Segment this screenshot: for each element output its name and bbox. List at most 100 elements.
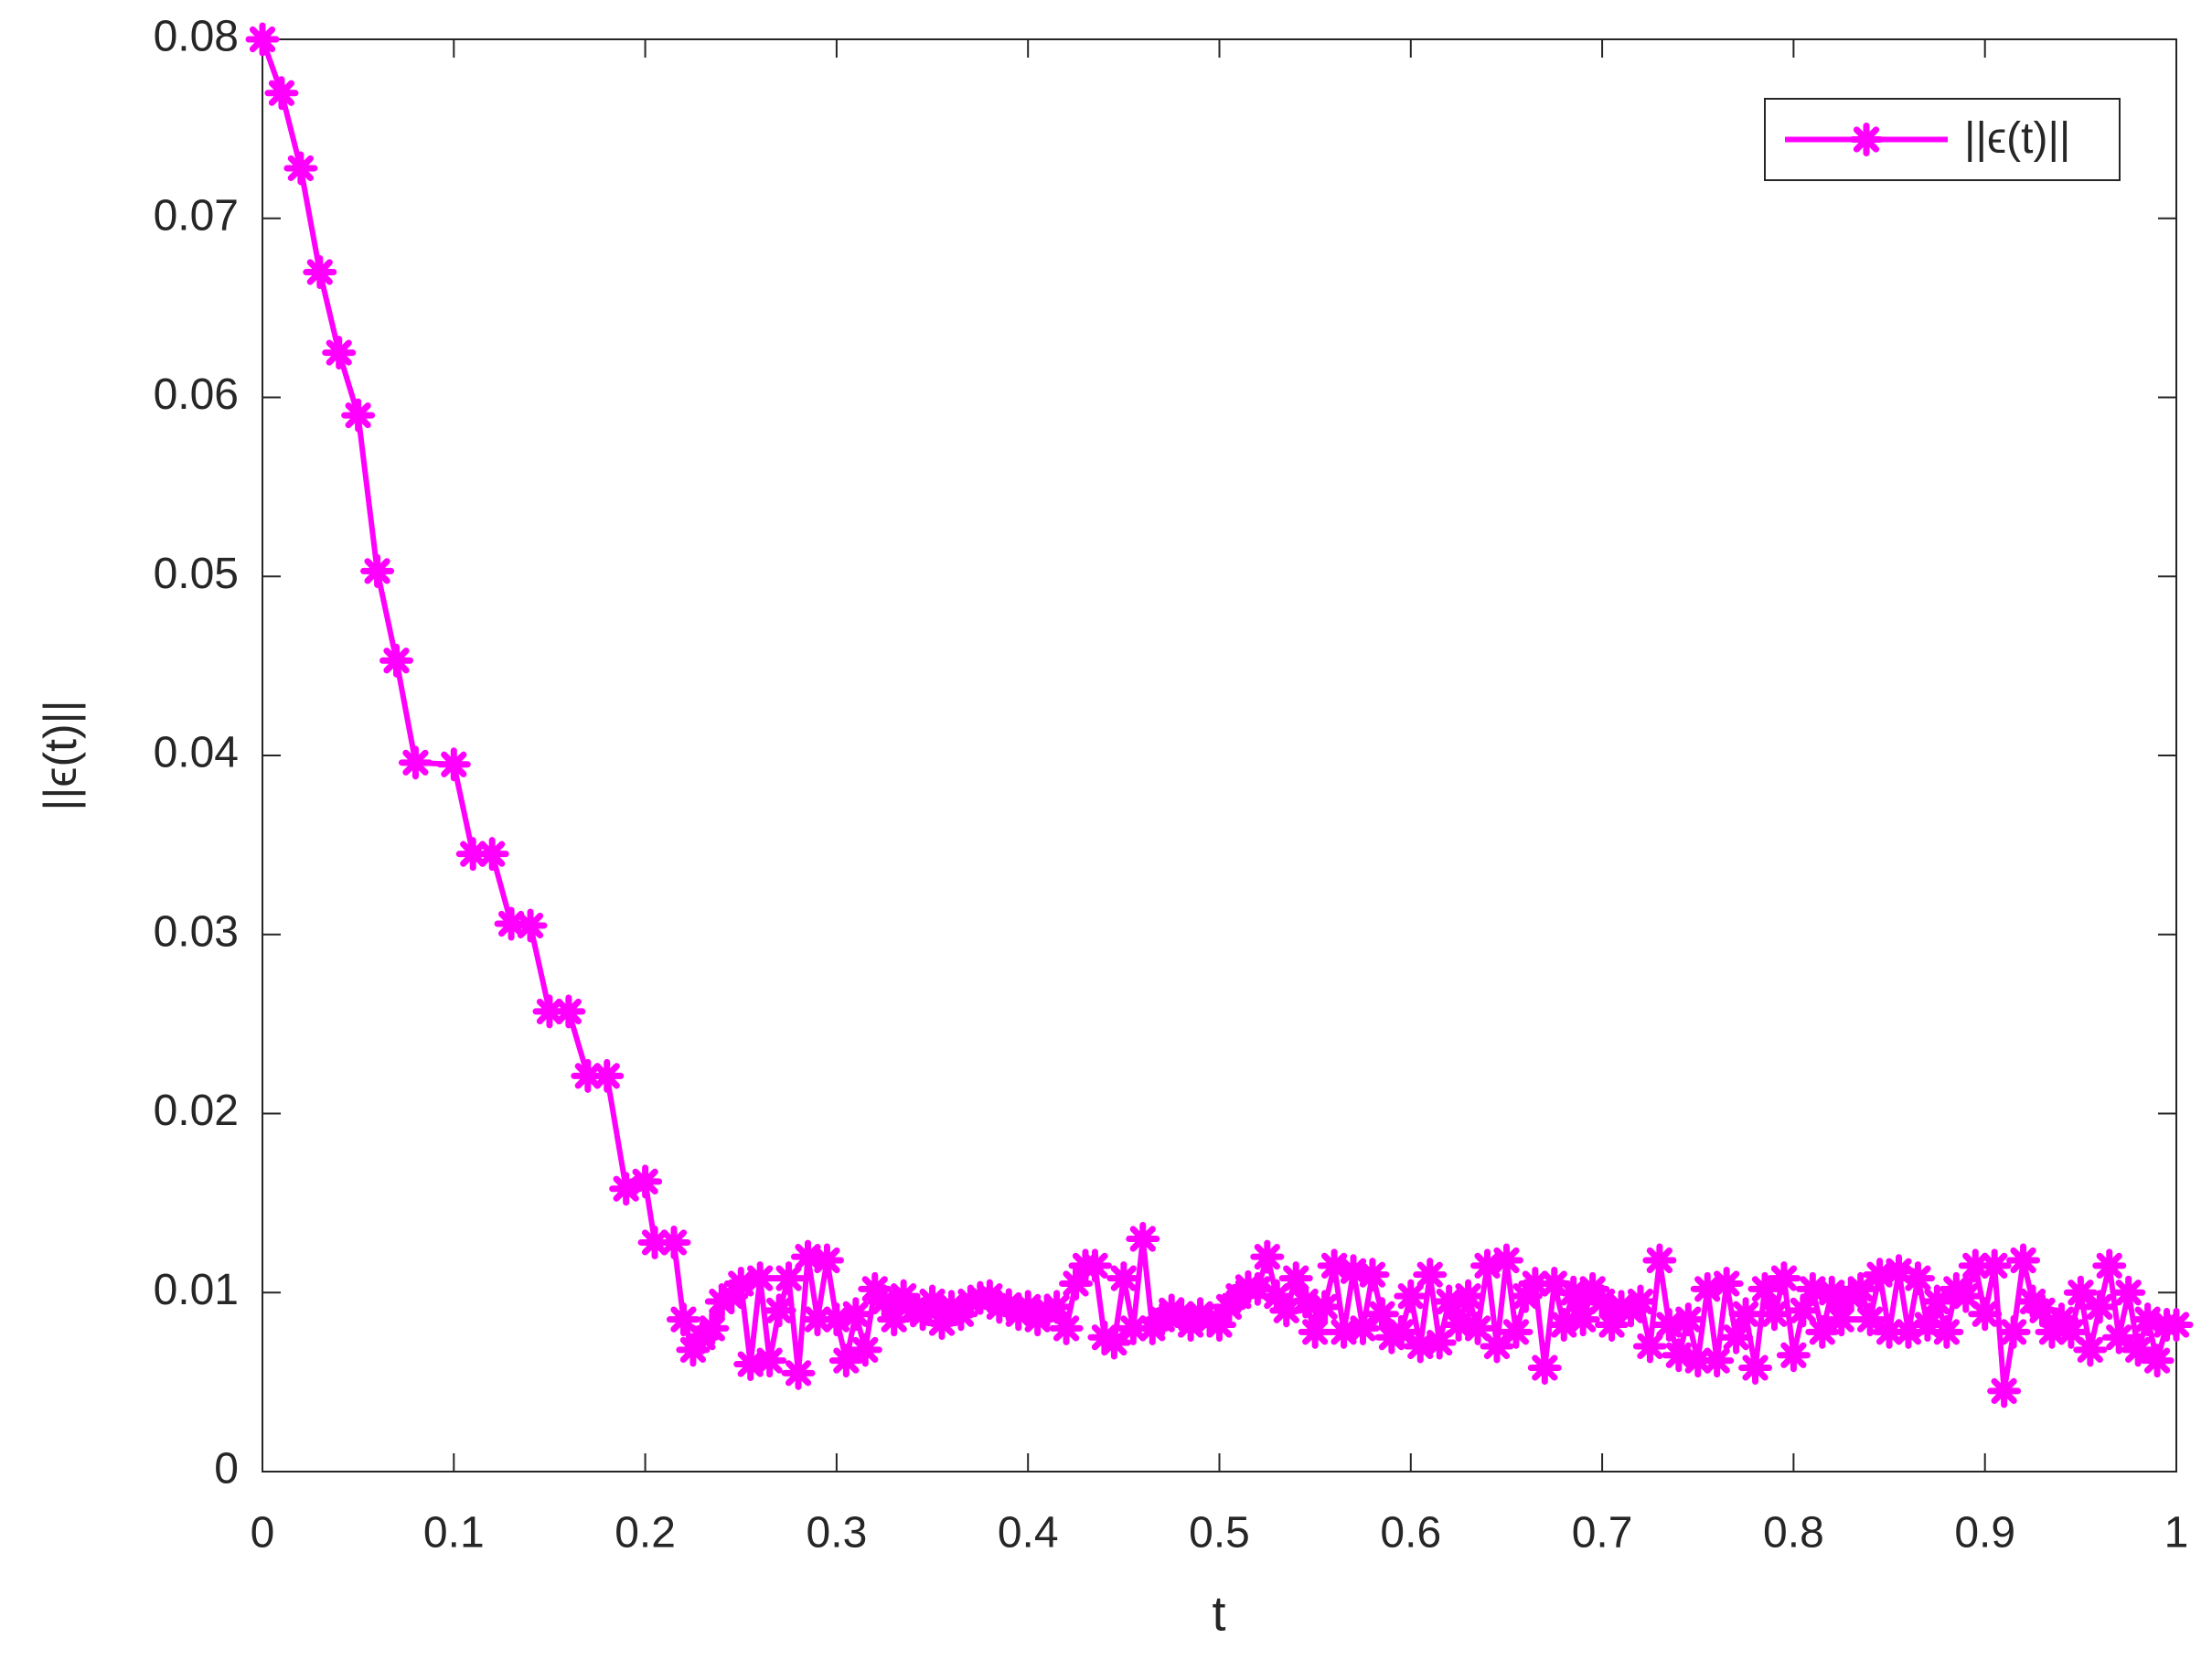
x-axis-label: t [1212,1586,1225,1641]
data-marker [475,837,509,872]
data-marker [1700,1344,1735,1378]
data-marker [915,1284,950,1319]
data-marker [2063,1275,2098,1310]
data-marker [1795,1271,1830,1306]
data-marker [1853,1302,1887,1337]
data-marker [322,336,357,370]
data-marker [1489,1243,1523,1278]
data-marker [2159,1307,2194,1342]
data-marker [1250,1239,1285,1274]
data-marker [1882,1254,1917,1289]
data-marker [1106,1261,1141,1296]
data-marker [800,1302,835,1337]
data-marker [1728,1297,1763,1332]
data-marker [609,1172,644,1206]
data-marker [1757,1297,1791,1332]
data-marker [839,1297,873,1332]
data-marker [877,1302,912,1337]
data-marker [571,1058,605,1093]
data-marker [264,76,299,111]
data-marker [1480,1329,1514,1364]
x-tick-label: 1 [2164,1509,2189,1558]
data-marker [848,1333,882,1367]
data-marker [1394,1279,1428,1313]
data-marker [455,837,490,872]
data-marker [828,1344,863,1378]
x-tick-label: 0.8 [1763,1509,1824,1558]
x-tick-label: 0.2 [614,1509,676,1558]
data-marker [303,254,337,289]
data-marker [1556,1275,1591,1310]
data-marker [1863,1258,1897,1292]
data-marker [924,1306,959,1341]
y-tick-label: 0.04 [154,729,239,777]
data-marker [379,643,414,678]
data-marker [1269,1293,1304,1328]
data-marker [1987,1374,2022,1408]
data-marker [551,994,586,1029]
data-marker [1949,1279,1983,1313]
x-tick-label: 0.5 [1189,1509,1250,1558]
data-marker [1929,1314,1964,1349]
data-marker [532,994,567,1029]
data-marker [436,747,471,782]
data-marker [1872,1314,1907,1349]
y-tick-label: 0 [214,1445,239,1494]
data-marker [1919,1284,1954,1319]
y-tick-label: 0.07 [154,191,239,240]
data-marker [695,1311,730,1345]
data-marker [733,1347,768,1382]
x-tick-label: 0.3 [807,1509,868,1558]
data-marker [1968,1297,2003,1332]
data-marker [772,1261,807,1296]
data-marker [1632,1329,1667,1364]
data-marker [723,1266,758,1301]
data-marker [360,553,395,588]
data-marker [1384,1314,1418,1349]
data-marker [1040,1290,1074,1324]
data-marker [1546,1307,1581,1342]
data-marker [1451,1279,1486,1313]
data-marker [1996,1314,2031,1349]
data-marker [1709,1266,1744,1301]
y-tick-label: 0.03 [154,907,239,956]
data-marker [1747,1271,1782,1306]
data-marker [1317,1248,1352,1283]
data-marker [1126,1222,1160,1257]
data-marker [1327,1314,1362,1349]
y-tick-label: 0.08 [154,13,239,61]
data-marker [2006,1243,2041,1278]
y-tick-label: 0.06 [154,370,239,419]
data-marker [1843,1271,1878,1306]
data-marker [1403,1329,1437,1364]
data-marker [1413,1258,1448,1292]
data-marker [809,1243,844,1278]
plot-frame [262,38,2177,1473]
data-marker [2073,1333,2108,1367]
data-marker [819,1302,854,1337]
y-axis-label: ||ϵ(t)|| [35,700,86,810]
data-marker [1441,1307,1476,1342]
data-marker [2082,1290,2117,1324]
data-marker [1805,1314,1840,1349]
data-marker [1059,1266,1094,1301]
x-tick-label: 0.6 [1380,1509,1441,1558]
data-marker [1900,1261,1935,1296]
data-marker [1336,1254,1371,1289]
data-marker [886,1279,921,1313]
data-marker [1671,1302,1705,1337]
data-marker [1527,1350,1562,1385]
x-tick-label: 0.7 [1572,1509,1633,1558]
data-marker [245,22,280,57]
data-marker [781,1355,816,1390]
data-marker [1651,1307,1686,1342]
data-marker [2121,1333,2155,1367]
data-marker [1642,1243,1677,1278]
data-marker [1910,1307,1945,1342]
data-marker [1565,1302,1600,1337]
data-marker [1604,1290,1639,1324]
data-marker [1738,1350,1773,1385]
data-marker [2054,1314,2089,1349]
data-marker [2140,1344,2175,1378]
